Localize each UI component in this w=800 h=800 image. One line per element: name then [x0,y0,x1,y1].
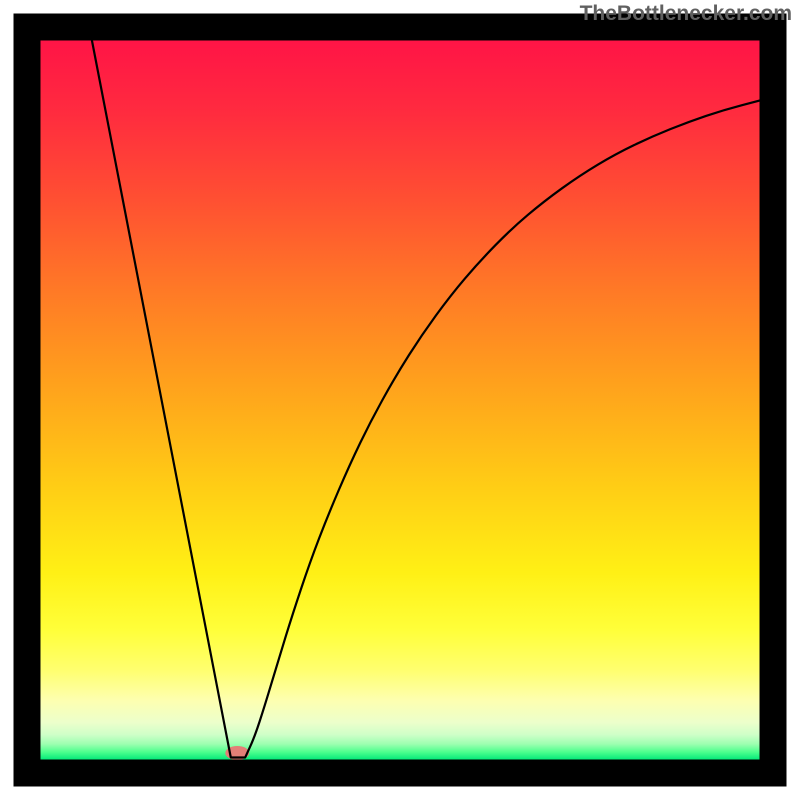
gradient-background [40,40,760,760]
bottleneck-chart [0,0,800,800]
watermark-text: TheBottlenecker.com [580,2,792,26]
chart-container: { "meta": { "width": 800, "height": 800,… [0,0,800,800]
